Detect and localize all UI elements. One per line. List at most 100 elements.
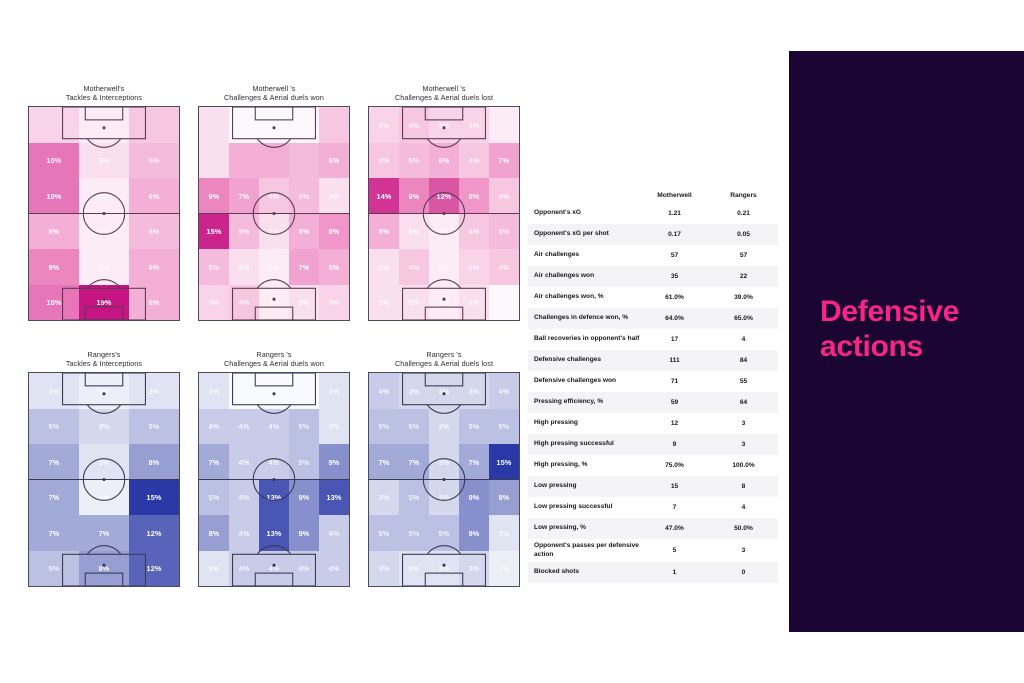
heatmap-cell-value: 6% <box>378 227 390 237</box>
heatmap-cell-value: 3% <box>438 120 450 130</box>
heatmap-cell-value: 4% <box>468 156 480 166</box>
heatmap-cell: 13% <box>319 479 349 516</box>
heatmap-cell-value: 3% <box>98 156 110 166</box>
heatmap-cell-value: 6% <box>328 156 340 166</box>
pitch-chart-motherwell-tackles-interceptions: Motherwell's Tackles & Interceptions 10% 3… <box>28 84 180 322</box>
heatmap-cell: 2% <box>319 408 349 445</box>
table-value-motherwell: 47.0% <box>665 525 684 532</box>
heatmap-cell: 5% <box>459 408 489 445</box>
heatmap-cell: 4% <box>319 550 349 587</box>
heatmap-cell: 1% <box>259 249 289 285</box>
heatmap-cell-value: 9% <box>208 191 220 201</box>
heatmap-cell-value: 12% <box>146 528 162 538</box>
heatmap-cell: 10% <box>29 178 79 214</box>
heatmap-cell: 5% <box>429 515 459 551</box>
heatmap-cell: 2% <box>79 444 129 480</box>
heatmap-cell-value: 13% <box>266 528 282 538</box>
heatmap-cell-value: 7% <box>498 156 510 166</box>
heatmap-cell-value: 2% <box>298 298 310 308</box>
heatmap-cell: 4% <box>229 408 259 445</box>
heatmap-cell-value: 2% <box>328 386 340 396</box>
heatmap-cell: 9% <box>289 479 319 516</box>
heatmap-cell: 8% <box>199 515 229 551</box>
heatmap-cell: 2% <box>29 373 79 409</box>
heatmap-cell-value: 1% <box>438 298 450 308</box>
heatmap-cell-value: 2% <box>408 227 420 237</box>
heatmap-cell: 5% <box>199 479 229 516</box>
heatmap-cell: 10% <box>29 142 79 179</box>
heatmap-cell: 5% <box>289 408 319 445</box>
heatmap-cell-value: 3% <box>378 564 390 574</box>
pitch-chart-title: Motherwell 's Challenges & Aerial duels … <box>224 84 324 103</box>
heatmap-cell-value: 8% <box>328 227 340 237</box>
heatmap-cell: 9% <box>459 515 489 551</box>
heatmap-cell-value: 5% <box>298 191 310 201</box>
table-value-motherwell: 35 <box>670 273 679 280</box>
heatmap-cell: 7% <box>229 178 259 214</box>
heatmap-cell: 4% <box>489 178 519 214</box>
heatmap-cell: 3% <box>459 550 489 587</box>
table-value-rangers: 3 <box>741 547 746 555</box>
heatmap-cell-value: 4% <box>238 493 250 503</box>
heatmap-cell-grid: 3% 4% 3% 3% 4% 5% 6% 4% 7% 14% 9% 12% 8% 4% 6% 2% 1% 4% 5%… <box>369 107 519 321</box>
table-metric-label: Defensive challenges won <box>534 377 617 385</box>
heatmap-cell-value: 2% <box>408 298 420 308</box>
table-row: High pressing, % 75.0% 100.0% <box>528 455 778 476</box>
table-value-rangers: 3 <box>741 420 746 427</box>
heatmap-cell-value: 1% <box>98 262 110 272</box>
heatmap-cell-value: 4% <box>238 457 250 467</box>
table-metric-label: High pressing successful <box>534 440 614 448</box>
heatmap-cell-value: 6% <box>48 227 60 237</box>
table-row: Defensive challenges 111 84 <box>528 350 778 371</box>
heatmap-cell-value: 2% <box>48 386 60 396</box>
heatmap-cell: 5% <box>489 408 519 445</box>
heatmap-cell: 6% <box>319 142 349 179</box>
table-column-header: Rangers <box>730 192 757 199</box>
heatmap-cell-value: 15% <box>496 457 512 467</box>
table-row: Air challenges won, % 61.0% 39.0% <box>528 287 778 308</box>
heatmap-cell-value: 1% <box>268 298 280 308</box>
heatmap-cell-value: 1% <box>98 191 110 201</box>
table-value-rangers: 39.0% <box>734 294 753 301</box>
heatmap-cell: 2% <box>399 284 429 321</box>
heatmap-cell-value: 6% <box>298 227 310 237</box>
heatmap-cell <box>199 142 229 179</box>
heatmap-cell-value: 7% <box>408 457 420 467</box>
heatmap-cell: 3% <box>399 373 429 409</box>
heatmap-cell: 1% <box>429 249 459 285</box>
table-value-motherwell: 0.17 <box>668 231 681 238</box>
heatmap-cell-value: 7% <box>48 457 60 467</box>
table-metric-label: Opponent's xG per shot <box>534 230 609 238</box>
table-column-header <box>528 193 640 199</box>
pitch-heatmap: 3% 4% 3% 3% 4% 5% 6% 4% 7% 14% 9% 12% 8% 4% 6% 2% 1% 4% 5%… <box>368 106 520 322</box>
table-row: Ball recoveries in opponent's half 17 4 <box>528 329 778 350</box>
pitch-chart-motherwell-challenges-aerial-won: Motherwell 's Challenges & Aerial duels … <box>198 84 350 322</box>
heatmap-cell-value: 15% <box>206 227 222 237</box>
heatmap-cell: 5% <box>399 515 429 551</box>
heatmap-cell <box>229 373 259 409</box>
heatmap-cell-value: 6% <box>148 262 160 272</box>
table-row: Low pressing, % 47.0% 50.0% <box>528 518 778 539</box>
heatmap-cell-value: 4% <box>408 262 420 272</box>
table-value-rangers: 50.0% <box>734 525 753 532</box>
heatmap-cell: 3% <box>369 550 399 587</box>
heatmap-cell: 5% <box>489 213 519 250</box>
heatmap-cell-value: 9% <box>468 528 480 538</box>
table-value-rangers: 0 <box>741 569 746 577</box>
heatmap-cell: 2% <box>129 373 179 409</box>
pitch-heatmap: 10% 3% 5% 10% 1% 6% 6% 1% 5% 9% 1% 6% 10% 19% 6% <box>28 106 180 322</box>
heatmap-cell-value: 2% <box>498 528 510 538</box>
table-value-rangers: 3 <box>741 441 746 448</box>
table-metric-label: Challenges in defence won, % <box>534 314 629 322</box>
heatmap-cell <box>199 107 229 143</box>
heatmap-cell-value: 3% <box>408 386 420 396</box>
heatmap-cell: 4% <box>259 408 289 445</box>
defensive-actions-panel: Defensive actions <box>789 51 1024 632</box>
heatmap-cell: 4% <box>229 479 259 516</box>
table-metric-label: Low pressing, % <box>534 524 587 532</box>
heatmap-cell: 2% <box>319 178 349 214</box>
heatmap-cell-value: 3% <box>438 457 450 467</box>
table-metric-label: Air challenges <box>534 251 580 259</box>
table-value-motherwell: 1 <box>672 569 677 577</box>
pitch-heatmap: 2% 1% 2% 5% 3% 5% 7% 2% 8% 7% 1% 15% 7% 7% 12% 5% 8% 12% <box>28 372 180 588</box>
